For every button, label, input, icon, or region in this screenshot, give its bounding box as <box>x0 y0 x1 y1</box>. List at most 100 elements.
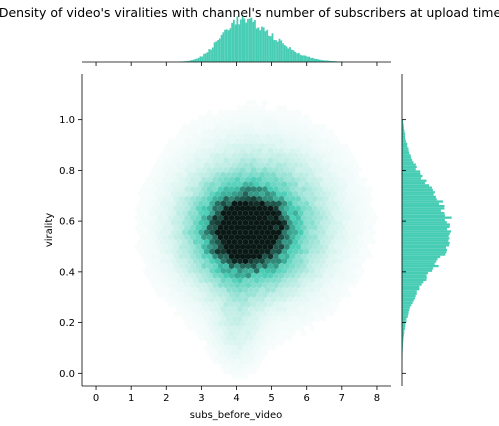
hexbin-cell <box>245 186 251 193</box>
hexbin-cell <box>356 195 362 202</box>
hexbin-cell <box>267 234 274 241</box>
hexbin-cell <box>300 195 307 202</box>
hexbin-cell <box>201 138 207 145</box>
x-marginal-bar <box>250 17 253 62</box>
hexbin-cell <box>281 258 288 265</box>
hexbin-cell <box>145 186 152 193</box>
hexbin-cell <box>184 243 191 250</box>
y-marginal-bar <box>402 195 436 199</box>
x-marginal-bar <box>220 34 223 62</box>
x-marginal-bar <box>206 52 209 62</box>
hexbin-cell <box>176 286 182 294</box>
x-marginal-bar <box>290 49 293 62</box>
hexbin-cell <box>323 224 329 231</box>
hexbin-cell <box>154 267 160 274</box>
hexbin-cell <box>323 234 329 241</box>
hexbin-cell <box>198 181 204 188</box>
hexbin-cell <box>342 277 348 284</box>
hexbin-cell <box>309 171 315 178</box>
hexbin-cell <box>162 234 168 241</box>
hexbin-cell <box>167 195 174 202</box>
hexbin-cell <box>231 277 238 284</box>
hexbin-cell <box>134 205 141 212</box>
hexbin-cell <box>203 258 210 265</box>
hexbin-cell <box>187 286 193 294</box>
hexbin-cell <box>323 262 329 270</box>
hexbin-cell <box>251 339 257 346</box>
hexbin-cell <box>262 243 268 250</box>
hexbin-cell <box>256 205 263 212</box>
hexbin-cell <box>198 277 204 284</box>
hexbin-cell <box>262 166 268 174</box>
hexbin-cell <box>317 186 324 193</box>
hexbin-cell <box>337 248 343 255</box>
x-marginal-bar <box>273 40 276 62</box>
hexbin-cell <box>226 152 232 159</box>
hexbin-cell <box>165 286 171 294</box>
y-marginal-bar <box>402 269 433 272</box>
x-marginal-bar <box>196 58 198 62</box>
hexbin-cell <box>195 205 202 212</box>
hexbin-cell <box>206 291 213 298</box>
hexbin-cell <box>237 114 243 121</box>
hexbin-cell <box>179 214 185 222</box>
hexbin-cell <box>251 282 257 289</box>
hexbin-cell <box>359 238 365 246</box>
hexbin-cell <box>162 272 168 279</box>
hexbin-cell <box>190 253 196 260</box>
hexbin-cell <box>320 286 326 294</box>
hexbin-cell <box>367 224 373 231</box>
hexbin-cell <box>245 118 251 126</box>
hexbin-cell <box>198 248 204 255</box>
hexbin-cell <box>245 195 251 202</box>
hexbin-cell <box>237 162 243 169</box>
hexbin-cell <box>356 214 362 222</box>
hexbin-cell <box>248 363 254 370</box>
x-marginal-bar <box>224 29 226 63</box>
hexbin-cell <box>262 320 268 327</box>
y-marginal-bar <box>402 251 447 254</box>
hexbin-cell <box>312 166 318 174</box>
hexbin-cell <box>328 205 335 212</box>
hexbin-cell <box>262 118 268 126</box>
hexbin-cell <box>289 234 296 241</box>
hexbin-cell <box>348 152 354 159</box>
hexbin-cell <box>209 248 215 255</box>
hexbin-cell <box>262 330 268 337</box>
hexbin-cell <box>300 243 307 250</box>
hexbin-cell <box>206 272 213 279</box>
hexbin-cell <box>148 210 155 217</box>
hexbin-cell <box>364 200 371 207</box>
hexbin-cell <box>187 123 193 130</box>
hexbin-cell <box>273 205 279 212</box>
y-marginal-bar <box>402 232 450 235</box>
hexbin-cell <box>143 238 149 246</box>
hexbin-cell <box>262 349 268 356</box>
hexbin-cell <box>179 147 185 154</box>
hexbin-cell <box>253 152 260 159</box>
hexbin-cell <box>256 176 263 183</box>
hexbin-cell <box>215 238 221 246</box>
hexbin-cell <box>251 176 257 183</box>
hexbin-cell <box>323 205 329 212</box>
hexbin-cell <box>337 229 343 236</box>
hexbin-cell <box>206 195 213 202</box>
hexbin-cell <box>201 224 207 231</box>
hexbin-cell <box>295 272 301 279</box>
y-tick-label: 0.0 <box>59 369 75 380</box>
hexbin-cell <box>173 282 179 289</box>
hexbin-cell <box>181 200 188 207</box>
hexbin-cell <box>237 133 243 140</box>
hexbin-cell <box>345 253 351 260</box>
hexbin-cell <box>292 142 299 150</box>
hexbin-cell <box>342 171 348 178</box>
hexbin-cell <box>256 234 263 241</box>
hexbin-cell <box>289 262 296 270</box>
hexbin-cell <box>309 200 315 207</box>
hexbin-cell <box>143 200 149 207</box>
hexbin-cell <box>298 229 304 236</box>
hexbin-cell <box>345 157 351 164</box>
hexbin-cell <box>256 330 263 337</box>
hexbin-cell <box>289 118 296 126</box>
hexbin-cell <box>256 320 263 327</box>
